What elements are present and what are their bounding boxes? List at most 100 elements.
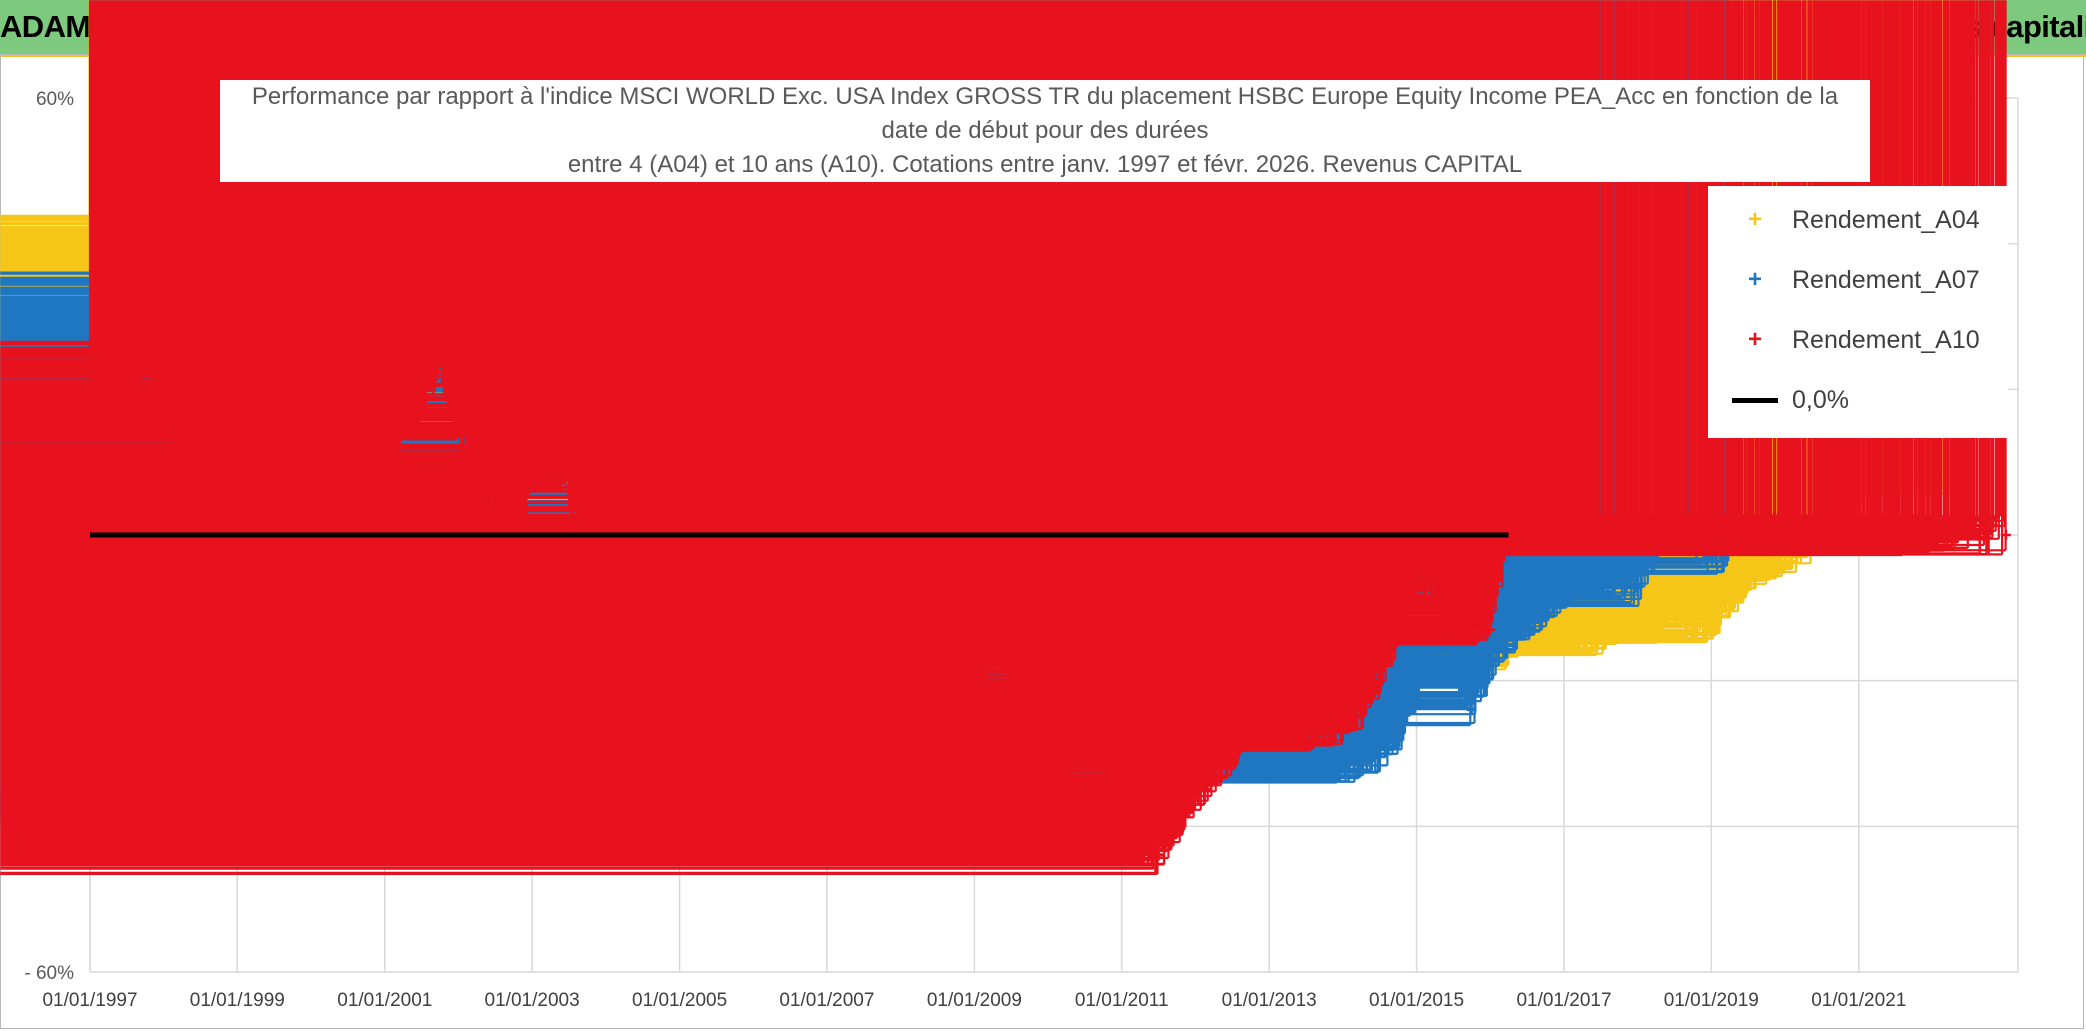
legend-item-a07: + Rendement_A07: [1708, 250, 2008, 310]
data-point: [987, 631, 998, 642]
data-point: [1466, 704, 1477, 715]
x-tick-label: 01/01/1997: [42, 990, 137, 1011]
data-point: [563, 486, 574, 497]
data-point: [619, 602, 630, 613]
data-point: [1724, 595, 1735, 606]
data-point: [1043, 777, 1054, 788]
data-point: [711, 733, 722, 744]
data-point: [1153, 850, 1164, 861]
data-point: [1742, 573, 1753, 584]
data-point: [489, 500, 500, 511]
data-point: [250, 748, 261, 759]
chart-title: Performance par rapport à l'indice MSCI …: [220, 80, 1870, 182]
data-point: [913, 821, 924, 832]
data-point: [213, 573, 224, 584]
data-point: [1632, 530, 1643, 540]
data-point: [195, 515, 206, 526]
chart-title-line-1: Performance par rapport à l'indice MSCI …: [251, 83, 1839, 110]
legend-item-a10: + Rendement_A10: [1708, 310, 2008, 370]
data-point: [1005, 675, 1016, 686]
data-point: [1116, 806, 1127, 817]
data-point: [950, 792, 961, 803]
data-point: [453, 428, 464, 439]
data-point: [1595, 631, 1606, 642]
data-point: [287, 704, 298, 715]
data-point: [1061, 763, 1072, 774]
data-point: [1282, 719, 1293, 730]
data-point: [1337, 719, 1348, 730]
data-point: [1742, 530, 1753, 540]
data-point: [1559, 530, 1569, 540]
x-tick-label: 01/01/2001: [337, 990, 432, 1011]
legend-marker-a07: +: [1747, 266, 1762, 293]
data-point: [1687, 617, 1698, 628]
data-point: [416, 398, 427, 409]
data-point: [1540, 602, 1551, 613]
data-point: [342, 573, 353, 584]
data-point: [1411, 690, 1422, 701]
data-point: [637, 617, 648, 628]
data-point: [324, 588, 335, 599]
data-point: [1669, 602, 1680, 613]
chart-title-line-2: date de début pour des durées: [881, 117, 1209, 144]
x-tick-label: 01/01/2009: [927, 990, 1022, 1011]
data-point: [1485, 624, 1496, 635]
data-point: [895, 835, 906, 846]
y-tick-label: - 60%: [24, 963, 74, 984]
data-point: [1466, 617, 1477, 628]
data-point: [1171, 821, 1182, 832]
legend-marker-a10: +: [1747, 326, 1762, 353]
data-point: [471, 457, 482, 468]
data-point: [1706, 617, 1717, 628]
data-point: [508, 544, 519, 555]
data-point: [1392, 733, 1403, 744]
data-point: [1411, 566, 1422, 577]
data-point: [1595, 573, 1606, 584]
data-point: [1650, 624, 1661, 635]
legend-item-a04: + Rendement_A04: [1708, 190, 2008, 250]
x-tick-label: 01/01/2021: [1811, 990, 1906, 1011]
data-point: [582, 559, 593, 570]
data-point: [1577, 624, 1588, 635]
data-point: [969, 690, 980, 701]
data-point: [2000, 530, 2011, 540]
legend-marker-zero: [1732, 385, 1778, 415]
data-point: [1374, 675, 1385, 686]
data-point: [600, 573, 611, 584]
data-point: [1264, 712, 1275, 723]
data-point: [932, 821, 943, 832]
x-tick-label: 01/01/2013: [1222, 990, 1317, 1011]
data-point: [1227, 748, 1238, 759]
data-point: [1245, 726, 1256, 737]
data-point: [766, 704, 777, 715]
x-tick-label: 01/01/2019: [1664, 990, 1759, 1011]
legend-label-a07: Rendement_A07: [1792, 265, 1980, 294]
data-point: [232, 631, 243, 642]
data-point: [1521, 617, 1532, 628]
y-tick-label: 60%: [36, 89, 74, 110]
data-point: [1632, 580, 1643, 591]
legend-marker-a04: +: [1747, 206, 1762, 233]
data-point: [1963, 530, 1974, 540]
data-point: [674, 748, 685, 759]
data-point: [1706, 530, 1717, 540]
data-point: [1521, 530, 1532, 540]
data-point: [397, 413, 408, 424]
data-point: [1319, 748, 1330, 759]
data-point: [1614, 573, 1625, 584]
data-point: [1485, 661, 1496, 672]
x-tick-label: 01/01/2007: [779, 990, 874, 1011]
data-point: [268, 763, 279, 774]
data-point: [1319, 726, 1330, 737]
x-axis: 01/01/1997 01/01/1999 01/01/2001 01/01/2003…: [42, 990, 1906, 1011]
data-point: [1079, 733, 1090, 744]
data-point: [1595, 530, 1606, 540]
data-point: [1577, 566, 1588, 577]
data-point: [434, 355, 445, 366]
data-point: [305, 602, 316, 613]
legend-label-a04: Rendement_A04: [1792, 205, 1980, 234]
data-point: [1761, 559, 1772, 570]
data-point: [821, 806, 832, 817]
data-point: [748, 690, 759, 701]
data-point: [876, 806, 887, 817]
